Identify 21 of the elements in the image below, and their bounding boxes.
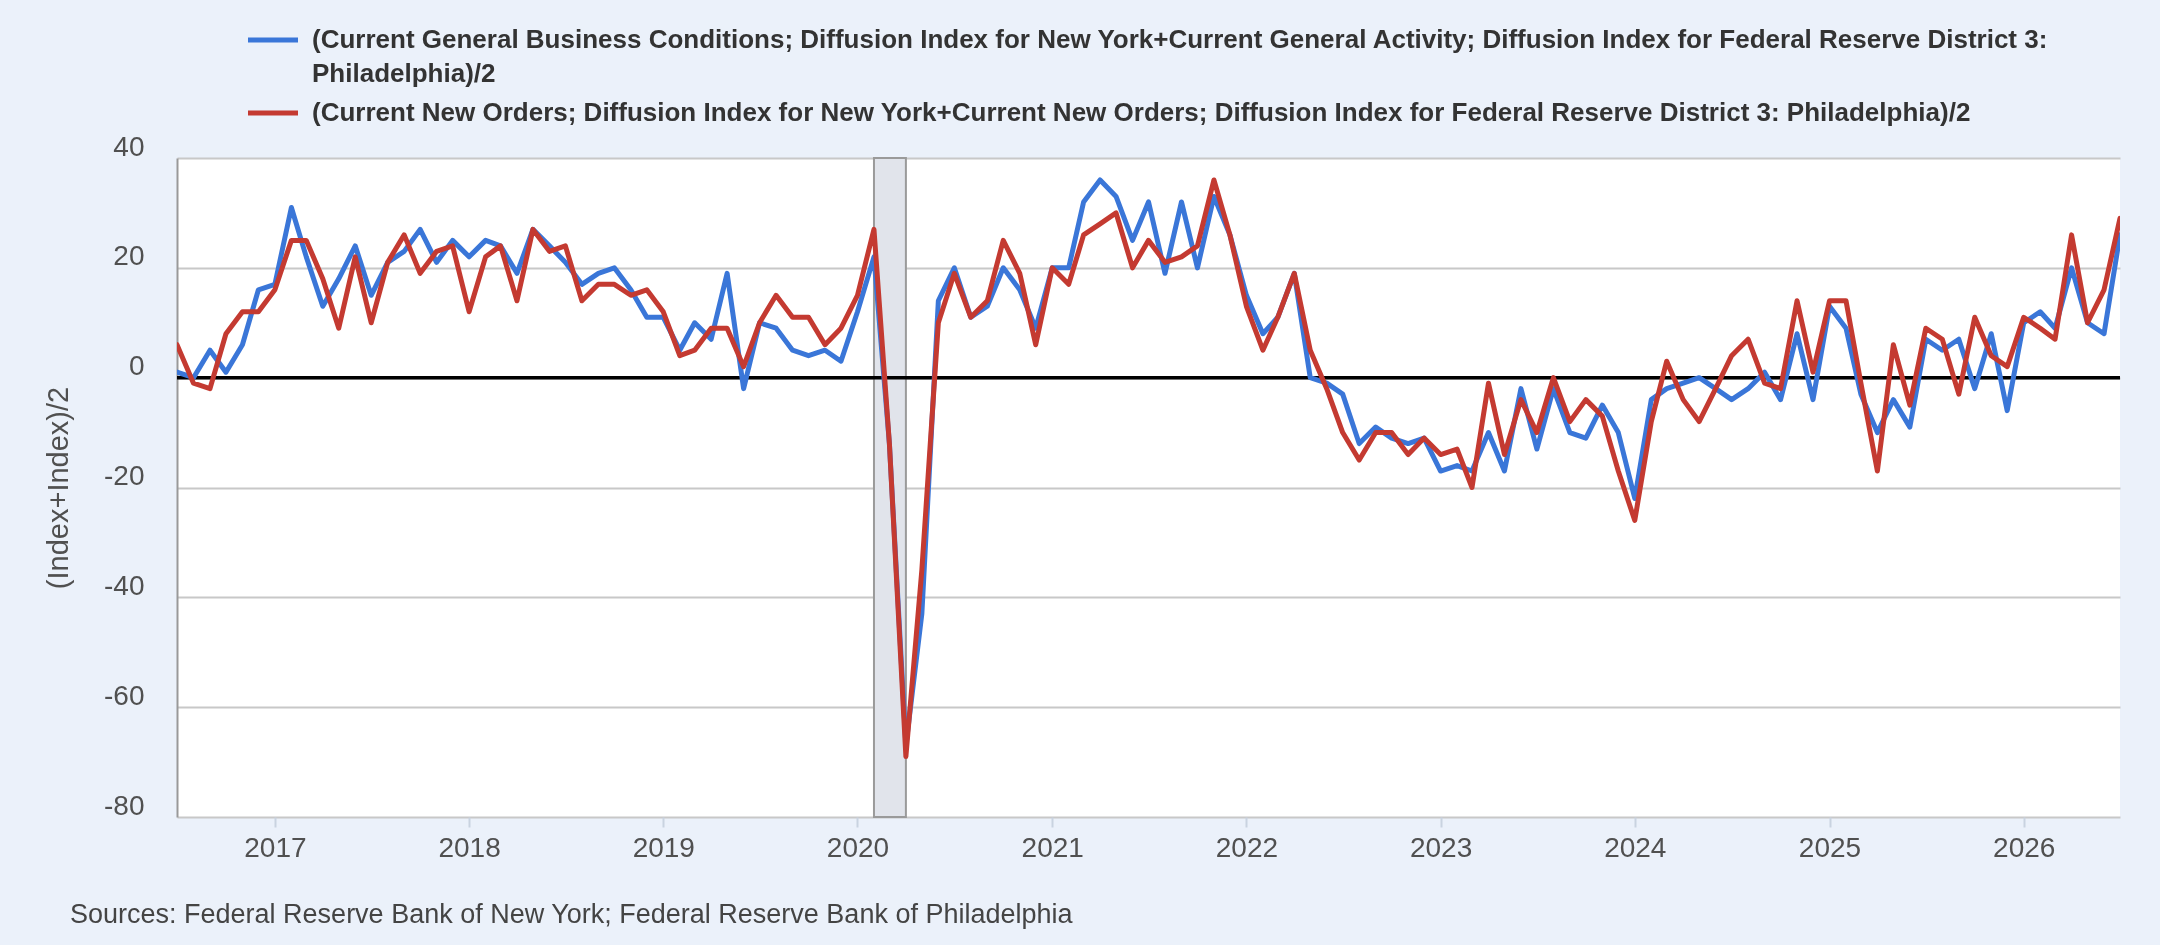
y-axis-title: (Index+Index)/2 [42,386,75,590]
source-note: Sources: Federal Reserve Bank of New York; Federal Reserve Bank of Philadelphia [70,899,1073,930]
y-tick-label: -20 [104,460,145,491]
y-tick-label: 0 [128,350,145,382]
x-tick-label: 2022 [1215,831,1279,863]
x-tick-label: 2018 [438,831,501,863]
y-tick-label: -80 [104,789,145,821]
x-tick-label: 2020 [826,831,890,863]
y-tick-label: -40 [104,569,145,601]
x-tick-label: 2017 [244,831,307,863]
y-tick-label: 20 [113,240,145,272]
x-tick-label: 2019 [632,831,695,863]
x-tick-label: 2025 [1798,831,1862,863]
x-tick-label: 2023 [1409,831,1473,863]
legend-label: (Current New Orders; Diffusion Index for New York+Current New Orders; Diffusion Index for Federal Reserve District 3: Philadelphia)/2 [312,97,1971,127]
legend-label: (Current General Business Conditions; Diffusion Index for New York+Current General Activity; Diffusion Index for Federal Reserve District 3: Philadelphia)/2 [312,24,2048,88]
x-tick-label: 2021 [1021,831,1084,863]
x-tick-label: 2024 [1604,831,1667,863]
y-tick-label: -60 [104,679,145,711]
x-tick-label: 2026 [1993,831,2056,863]
y-tick-label: 40 [113,130,145,162]
